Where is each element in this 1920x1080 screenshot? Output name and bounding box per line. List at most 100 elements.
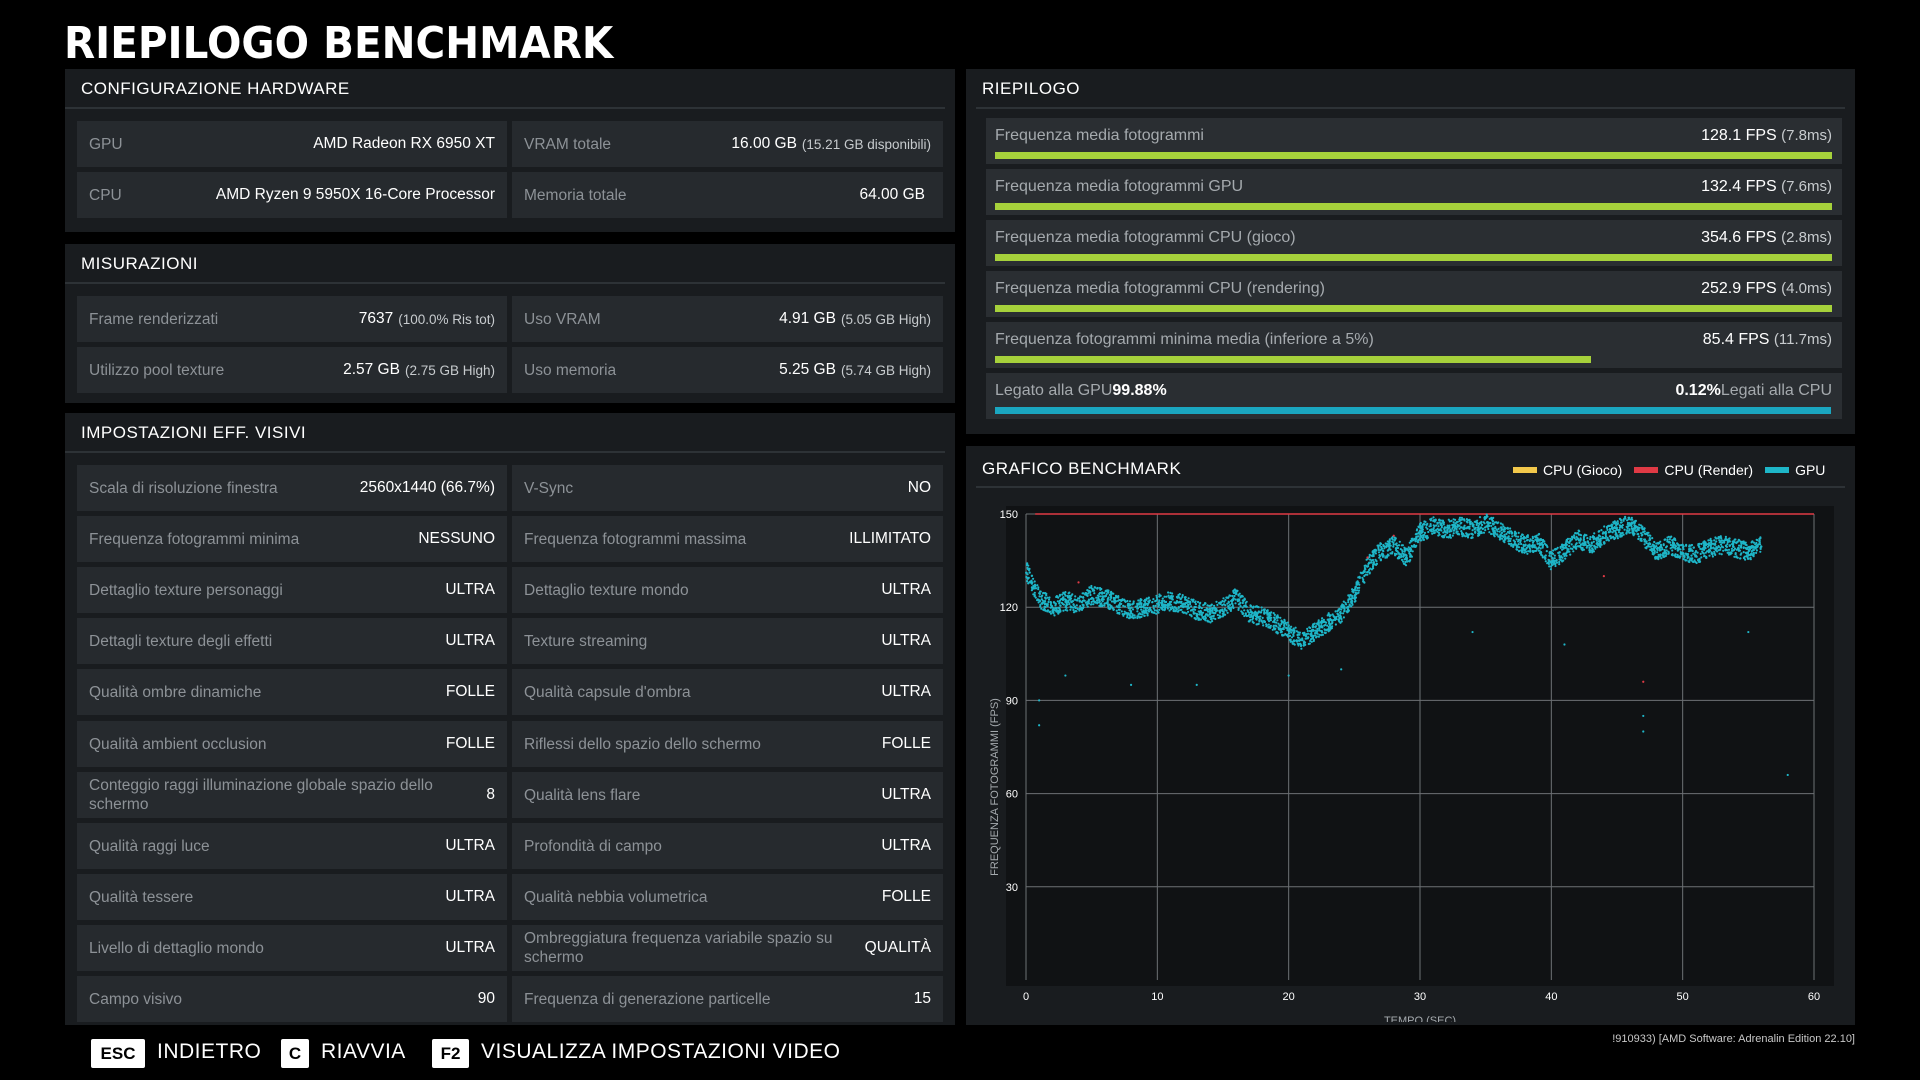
gpu-point xyxy=(1306,629,1309,633)
gpu-point xyxy=(1618,528,1621,531)
gpu-point xyxy=(1740,545,1743,548)
summary-row: Frequenza media fotogrammi 128.1 FPS (7.8… xyxy=(986,118,1842,164)
gpu-point xyxy=(1638,523,1641,526)
gpu-point xyxy=(1096,599,1099,602)
gpu-point xyxy=(1447,518,1450,521)
cpu-render-point xyxy=(1392,534,1395,537)
gpu-point xyxy=(1457,532,1460,535)
gpu-point xyxy=(1424,535,1428,538)
summary-label: Frequenza fotogrammi minima media (infer… xyxy=(995,331,1374,348)
gpu-point xyxy=(1643,530,1646,533)
gpu-point xyxy=(1123,605,1127,608)
gpu-point xyxy=(1393,539,1396,542)
gpu-point xyxy=(1224,599,1227,602)
gpu-point xyxy=(1448,530,1451,533)
gpu-point xyxy=(1391,540,1394,543)
gpu-point xyxy=(1200,607,1203,610)
gpu-point xyxy=(1703,546,1707,549)
gpu-point xyxy=(1727,548,1731,551)
gpu-point xyxy=(1647,534,1650,537)
gpu-point xyxy=(1551,557,1554,560)
gpu-point xyxy=(1281,633,1284,636)
gpu-point xyxy=(1169,603,1173,606)
gpu-point xyxy=(1723,541,1726,544)
gpu-point xyxy=(1417,538,1420,542)
setting-label: Conteggio raggi illuminazione globale sp… xyxy=(89,777,433,813)
gpu-point xyxy=(1644,533,1647,536)
gpu-point xyxy=(1404,564,1408,567)
gpu-point xyxy=(1061,598,1065,602)
gpu-point xyxy=(1237,594,1240,597)
gpu-point xyxy=(1285,634,1288,637)
gpu-outlier-point xyxy=(1129,683,1133,686)
gpu-point xyxy=(1432,528,1435,531)
gpu-point xyxy=(1643,538,1646,541)
setting-label: Qualità nebbia volumetrica xyxy=(524,888,708,906)
summary-ms: (7.6ms) xyxy=(1781,178,1832,195)
gpu-point xyxy=(1580,534,1583,537)
gpu-point xyxy=(1099,595,1102,598)
gpu-point xyxy=(1730,552,1733,555)
gpu-point xyxy=(1048,610,1052,613)
gpu-point xyxy=(1287,632,1291,635)
gpu-point xyxy=(1633,522,1636,525)
summary-fps: 252.9 FPS xyxy=(1701,280,1777,297)
view-video-settings-button[interactable]: VISUALIZZA IMPOSTAZIONI VIDEO xyxy=(481,1040,841,1063)
gpu-point xyxy=(1086,589,1089,592)
gpu-point xyxy=(1087,592,1090,595)
gpu-point xyxy=(1517,540,1520,543)
gpu-point xyxy=(1388,542,1391,545)
gpu-point xyxy=(1161,608,1164,611)
gpu-point xyxy=(1526,534,1529,537)
gpu-point xyxy=(1260,606,1263,609)
gpu-point xyxy=(1086,605,1089,608)
gpu-outlier-point xyxy=(1642,714,1645,718)
setting-label: Frequenza di generazione particelle xyxy=(524,990,771,1008)
gpu-point xyxy=(1569,553,1572,556)
gpu-point xyxy=(1232,590,1235,593)
texture-pool-cell: Utilizzo pool texture 2.57 GB (2.75 GB H… xyxy=(77,347,507,393)
gpu-point xyxy=(1624,515,1627,518)
gpu-point xyxy=(1754,545,1757,549)
gpu-point xyxy=(1199,606,1202,609)
back-button[interactable]: INDIETRO xyxy=(157,1040,262,1063)
gpu-point xyxy=(1481,523,1484,527)
gpu-point xyxy=(1553,554,1556,557)
gpu-point xyxy=(1620,535,1623,538)
gpu-point xyxy=(1039,605,1042,608)
gpu-point xyxy=(1408,550,1411,553)
gpu-point xyxy=(1599,539,1602,542)
setting-label: Ombreggiatura frequenza variabile spazio… xyxy=(524,930,833,966)
gpu-point xyxy=(1742,551,1745,554)
gpu-point xyxy=(1664,546,1668,549)
setting-row: Qualità nebbia volumetrica FOLLE xyxy=(512,874,943,920)
gpu-point xyxy=(1586,544,1589,548)
gpu-point xyxy=(1349,593,1352,597)
gpu-point xyxy=(1529,550,1532,553)
gpu-point xyxy=(1695,561,1698,565)
gpu-point xyxy=(1167,604,1170,607)
gpu-point xyxy=(1383,547,1386,550)
gpu-point xyxy=(1277,622,1280,625)
gpu-point xyxy=(1493,534,1496,537)
gpu-point xyxy=(1026,566,1029,570)
gpu-point xyxy=(1336,613,1340,616)
f2-key[interactable]: F2 xyxy=(432,1039,469,1068)
gpu-point xyxy=(1356,582,1359,585)
gpu-point xyxy=(1300,647,1303,650)
gpu-point xyxy=(1443,530,1446,533)
gpu-point xyxy=(1316,623,1319,626)
gpu-point xyxy=(1720,537,1723,540)
gpu-point xyxy=(1312,629,1315,632)
gpu-point xyxy=(1554,564,1557,568)
esc-key[interactable]: ESC xyxy=(91,1039,145,1068)
restart-button[interactable]: RIAVVIA xyxy=(321,1040,406,1063)
gpu-point xyxy=(1155,609,1158,612)
gpu-point xyxy=(1270,611,1273,614)
gpu-point xyxy=(1619,532,1622,535)
gpu-point xyxy=(1616,534,1619,537)
gpu-point xyxy=(1172,610,1176,613)
y-tick-label: 120 xyxy=(1000,602,1018,614)
c-key[interactable]: C xyxy=(281,1039,309,1068)
gpu-point xyxy=(1561,548,1564,551)
